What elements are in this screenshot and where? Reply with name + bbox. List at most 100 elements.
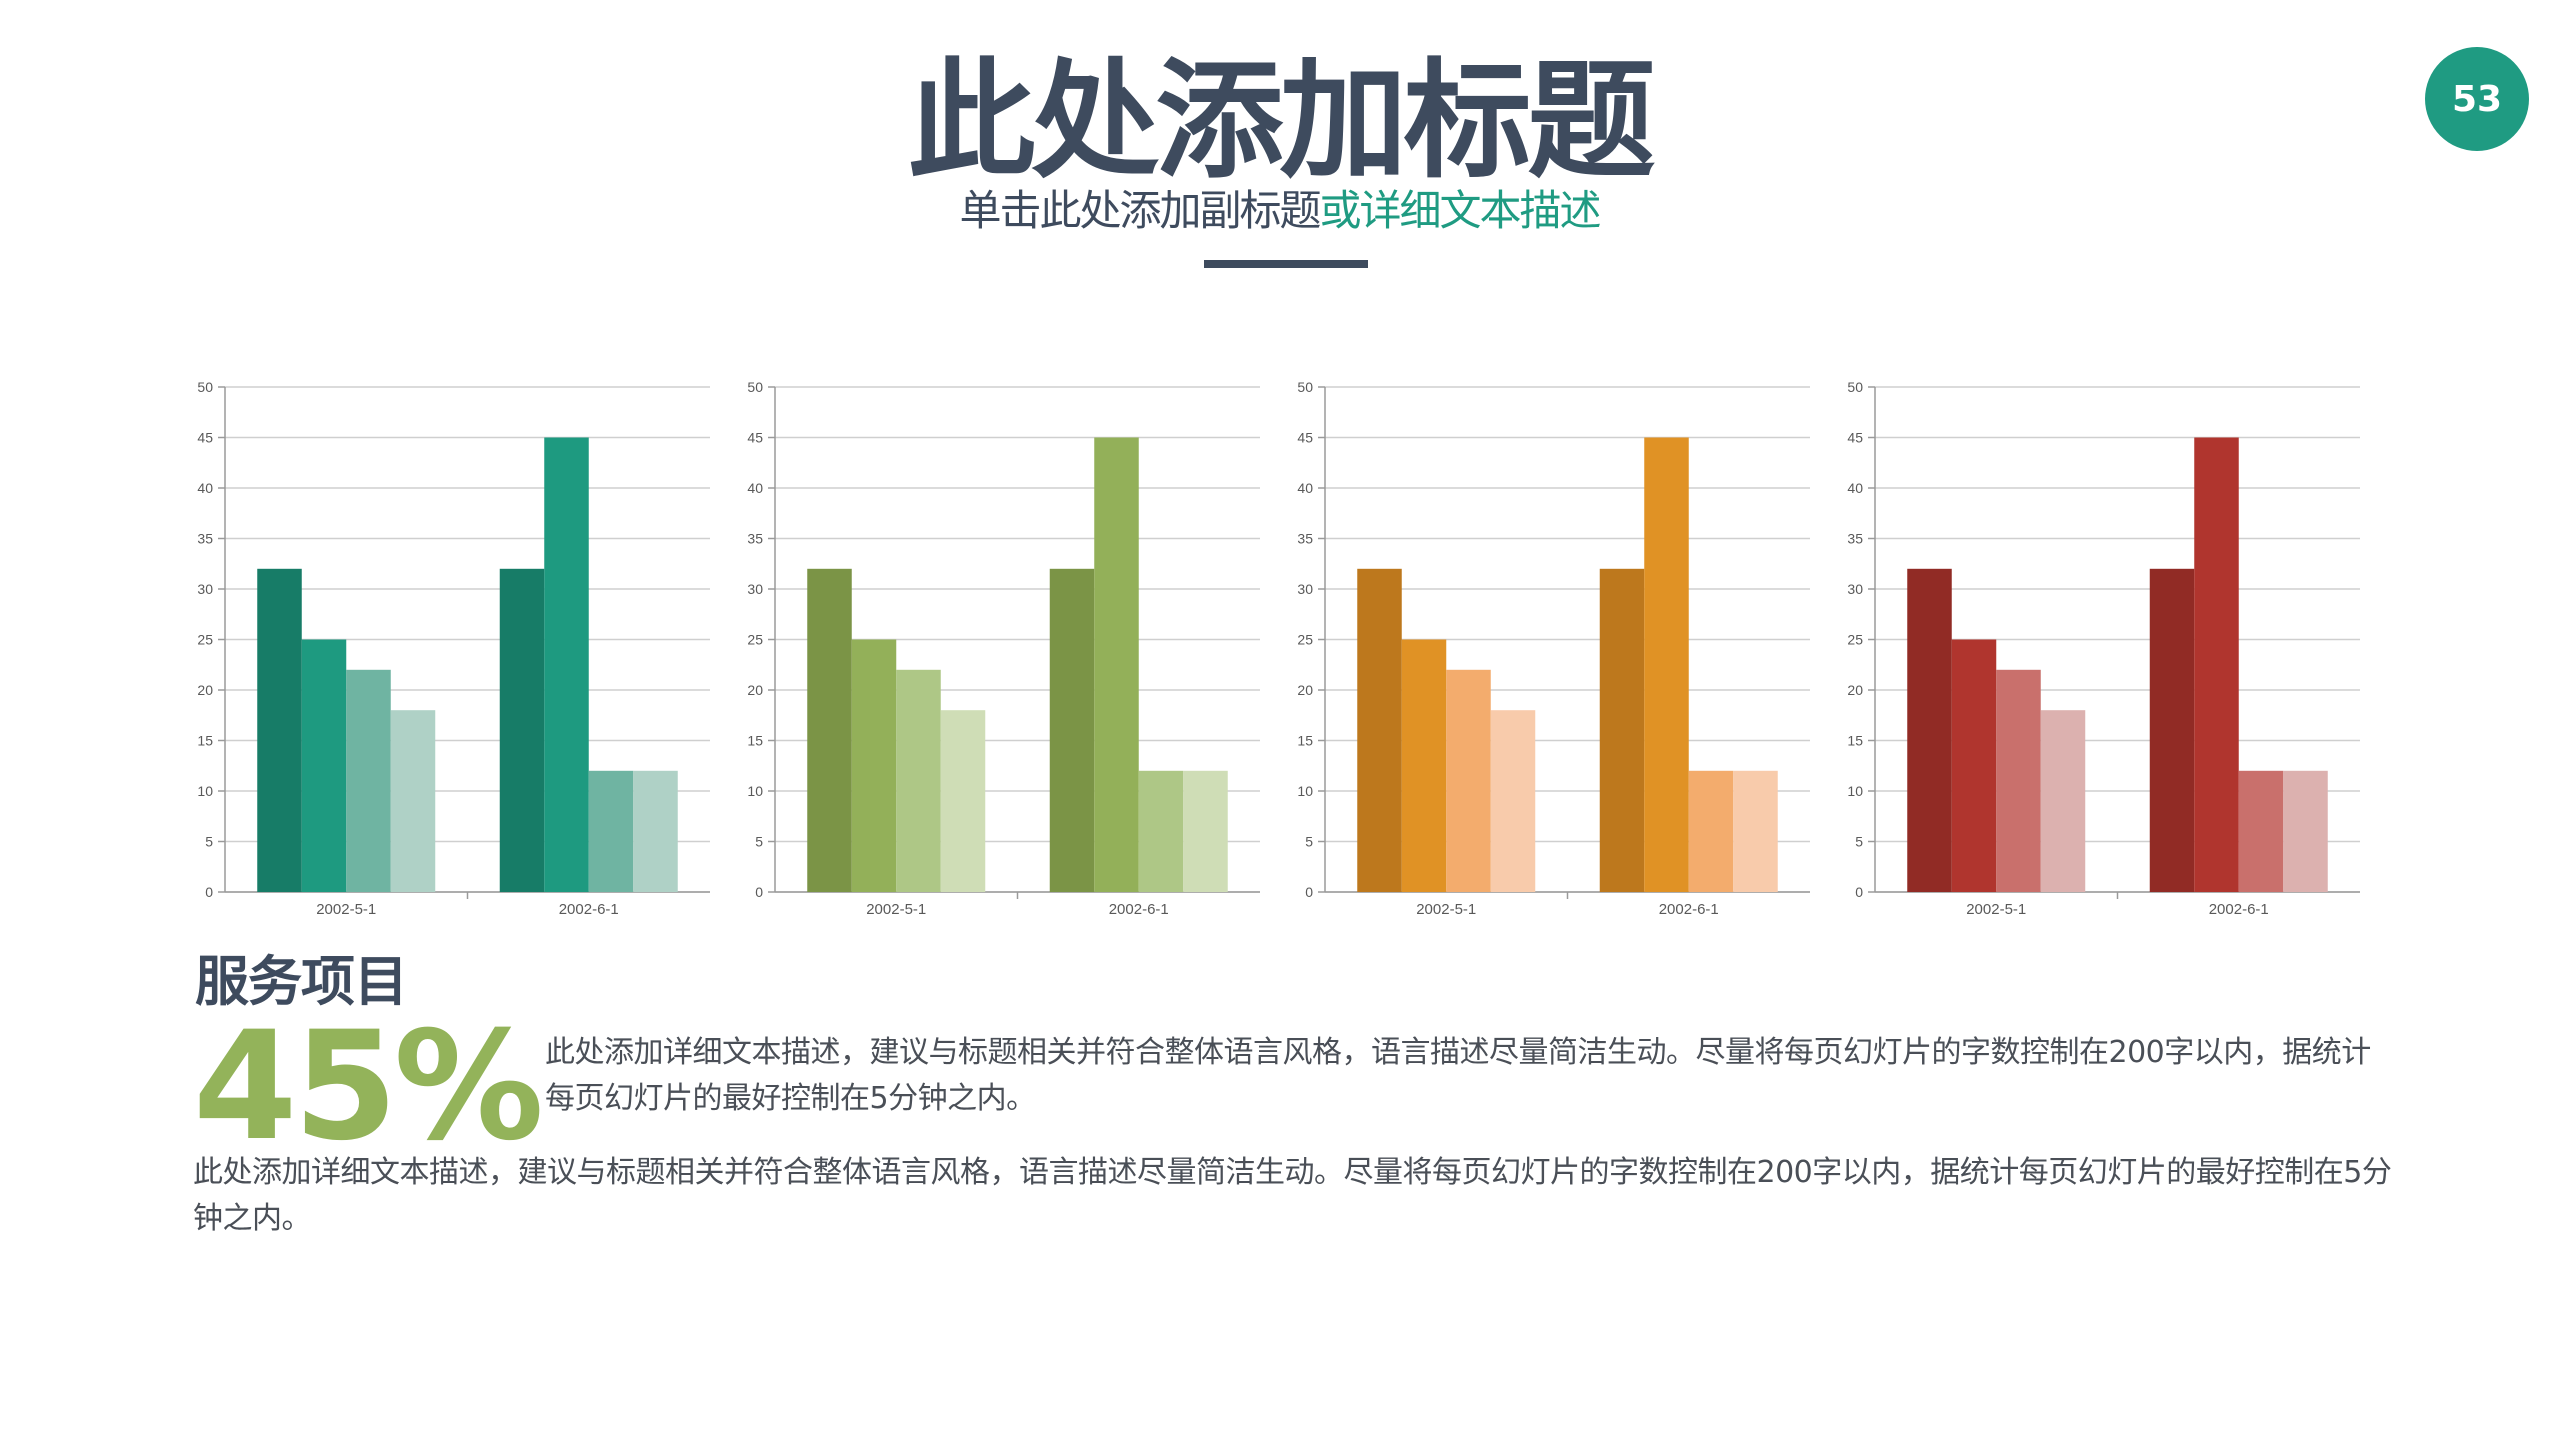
bar xyxy=(1907,568,1952,892)
bar-chart-3: 0 5 10 15 20 25 30 35 40 45 50 2002-5-1 2002-6-1 xyxy=(1285,375,1825,935)
y-tick-label: 50 xyxy=(197,379,213,395)
description-paragraph-1: 此处添加详细文本描述，建议与标题相关并符合整体语言风格，语言描述尽量简洁生动。尽… xyxy=(545,1035,2371,1116)
y-tick-label: 30 xyxy=(197,581,213,597)
y-tick-label: 35 xyxy=(197,531,213,547)
x-tick-label: 2002-6-1 xyxy=(1109,901,1169,918)
x-tick-label: 2002-6-1 xyxy=(2209,901,2269,918)
x-tick-label: 2002-5-1 xyxy=(1966,901,2026,918)
y-tick-label: 10 xyxy=(747,783,763,799)
y-tick-label: 10 xyxy=(1847,783,1863,799)
bar xyxy=(1644,437,1689,892)
page-title: 此处添加标题 xyxy=(907,47,1655,196)
y-tick-label: 25 xyxy=(1297,632,1313,648)
bar xyxy=(1951,639,1997,892)
bar-chart-4-svg: 0 5 10 15 20 25 30 35 40 45 50 2002-5-1 2002-6-1 xyxy=(1847,379,2360,918)
y-tick-label: 45 xyxy=(197,430,213,446)
y-tick-label: 0 xyxy=(1855,884,1863,900)
y-tick-label: 50 xyxy=(747,379,763,395)
y-tick-label: 45 xyxy=(1847,430,1863,446)
y-tick-label: 40 xyxy=(747,480,763,496)
bar xyxy=(940,710,986,892)
bar xyxy=(499,568,545,892)
bar xyxy=(301,639,347,892)
bar xyxy=(2040,710,2086,892)
y-tick-label: 45 xyxy=(1297,430,1313,446)
bar xyxy=(2283,770,2328,892)
bar-chart-4: 0 5 10 15 20 25 30 35 40 45 50 2002-5-1 2002-6-1 xyxy=(1835,375,2375,935)
x-tick-label: 2002-5-1 xyxy=(1416,901,1476,918)
y-tick-label: 5 xyxy=(205,834,213,850)
bar xyxy=(1094,437,1139,892)
y-tick-label: 0 xyxy=(205,884,213,900)
bar xyxy=(851,639,897,892)
page-number-badge: 53 xyxy=(2425,47,2529,151)
bar-chart-2-svg: 0 5 10 15 20 25 30 35 40 45 50 2002-5-1 2002-6-1 xyxy=(747,379,1260,918)
description-paragraph-2: 此处添加详细文本描述，建议与标题相关并符合整体语言风格，语言描述尽量简洁生动。尽… xyxy=(193,1155,2392,1236)
y-tick-label: 50 xyxy=(1847,379,1863,395)
y-tick-label: 10 xyxy=(197,783,213,799)
y-tick-label: 45 xyxy=(747,430,763,446)
y-tick-label: 0 xyxy=(755,884,763,900)
y-tick-label: 35 xyxy=(747,531,763,547)
bar xyxy=(2238,770,2284,892)
y-tick-label: 15 xyxy=(1847,733,1863,749)
bar xyxy=(1733,770,1778,892)
title-underline xyxy=(1204,260,1368,268)
bar xyxy=(1138,770,1184,892)
x-tick-label: 2002-6-1 xyxy=(559,901,619,918)
y-tick-label: 50 xyxy=(1297,379,1313,395)
y-tick-label: 25 xyxy=(197,632,213,648)
bar xyxy=(633,770,678,892)
y-tick-label: 25 xyxy=(1847,632,1863,648)
bar xyxy=(2194,437,2239,892)
bar-chart-1-svg: 0 5 10 15 20 25 30 35 40 45 50 2002-5-1 2002-6-1 xyxy=(197,379,710,918)
y-tick-label: 15 xyxy=(1297,733,1313,749)
x-tick-label: 2002-6-1 xyxy=(1659,901,1719,918)
y-tick-label: 5 xyxy=(1855,834,1863,850)
y-tick-label: 35 xyxy=(1297,531,1313,547)
bar xyxy=(544,437,589,892)
page-subtitle: 单击此处添加副标题或详细文本描述 xyxy=(0,190,2559,232)
bar xyxy=(390,710,436,892)
subtitle-accent: 或详细文本描述 xyxy=(1319,186,1602,235)
bar xyxy=(1183,770,1228,892)
y-tick-label: 20 xyxy=(747,682,763,698)
bar xyxy=(1049,568,1095,892)
y-tick-label: 40 xyxy=(1297,480,1313,496)
y-tick-label: 5 xyxy=(1305,834,1313,850)
subtitle-main: 单击此处添加副标题 xyxy=(959,186,1321,235)
bar xyxy=(1996,669,2041,892)
bar xyxy=(1599,568,1645,892)
y-tick-label: 20 xyxy=(1297,682,1313,698)
x-tick-label: 2002-5-1 xyxy=(316,901,376,918)
y-tick-label: 0 xyxy=(1305,884,1313,900)
y-tick-label: 35 xyxy=(1847,531,1863,547)
bar xyxy=(1446,669,1491,892)
bar-chart-3-svg: 0 5 10 15 20 25 30 35 40 45 50 2002-5-1 2002-6-1 xyxy=(1297,379,1810,918)
bar xyxy=(1357,568,1402,892)
bar xyxy=(1490,710,1536,892)
y-tick-label: 25 xyxy=(747,632,763,648)
section-heading: 服务项目 xyxy=(195,950,408,1013)
bar xyxy=(1688,770,1734,892)
y-tick-label: 15 xyxy=(747,733,763,749)
x-tick-label: 2002-5-1 xyxy=(866,901,926,918)
y-tick-label: 30 xyxy=(1847,581,1863,597)
bar xyxy=(257,568,302,892)
bar xyxy=(1401,639,1447,892)
y-tick-label: 10 xyxy=(1297,783,1313,799)
y-tick-label: 15 xyxy=(197,733,213,749)
y-tick-label: 20 xyxy=(1847,682,1863,698)
y-tick-label: 40 xyxy=(1847,480,1863,496)
y-tick-label: 40 xyxy=(197,480,213,496)
y-tick-label: 30 xyxy=(1297,581,1313,597)
big-percent-value: 45% xyxy=(193,1000,544,1174)
bar xyxy=(2149,568,2195,892)
y-tick-label: 5 xyxy=(755,834,763,850)
bar-chart-1: 0 5 10 15 20 25 30 35 40 45 50 2002-5-1 2002-6-1 xyxy=(185,375,725,935)
y-tick-label: 20 xyxy=(197,682,213,698)
bar xyxy=(346,669,391,892)
bar-chart-2: 0 5 10 15 20 25 30 35 40 45 50 2002-5-1 2002-6-1 xyxy=(735,375,1275,935)
bar xyxy=(807,568,852,892)
bar xyxy=(588,770,634,892)
